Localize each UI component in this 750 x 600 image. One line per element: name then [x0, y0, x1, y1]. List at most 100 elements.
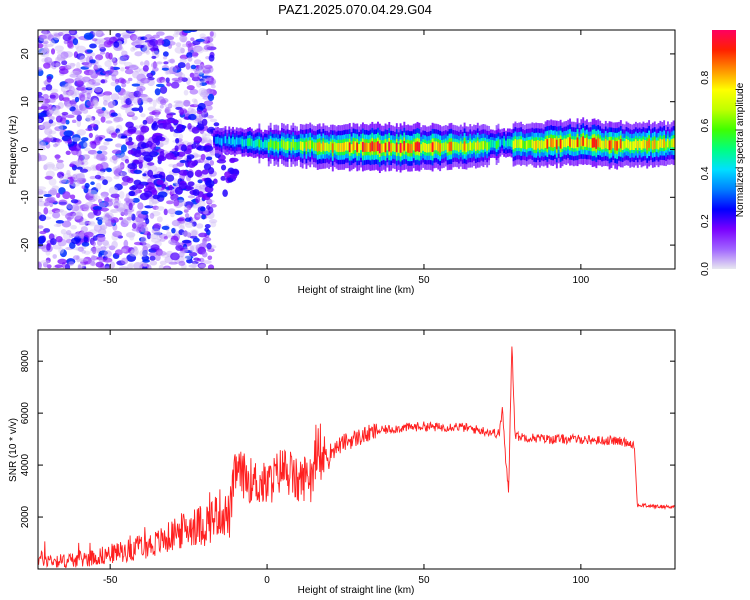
noise-blob — [191, 98, 198, 103]
signal-cell — [442, 142, 445, 152]
noise-blob — [207, 264, 215, 269]
noise-blob — [124, 66, 130, 70]
signal-cell — [318, 141, 321, 151]
noise-blob — [45, 163, 56, 168]
signal-cell — [228, 136, 231, 144]
noise-blob — [171, 168, 181, 174]
signal-cell — [218, 137, 221, 145]
noise-blob — [92, 206, 102, 211]
noise-blob — [166, 82, 172, 87]
noise-blob — [135, 39, 145, 44]
noise-blob — [93, 78, 102, 84]
signal-cell — [292, 139, 295, 148]
noise-blob — [83, 141, 89, 148]
noise-blob — [191, 76, 201, 82]
noise-blob — [142, 45, 150, 54]
signal-cell — [529, 139, 532, 148]
noise-blob — [199, 78, 206, 83]
signal-cell — [354, 141, 357, 151]
noise-blob — [140, 225, 149, 233]
signal-cell — [523, 141, 526, 150]
noise-blob — [95, 58, 100, 66]
signal-cell — [284, 141, 287, 151]
noise-blob — [191, 72, 200, 78]
signal-cell — [510, 139, 513, 148]
noise-blob — [91, 246, 97, 254]
noise-blob — [85, 220, 91, 226]
noise-blob — [113, 175, 120, 180]
noise-blob — [62, 191, 71, 200]
noise-blob — [140, 125, 150, 133]
noise-blob — [48, 115, 56, 121]
signal-cell — [612, 139, 615, 149]
noise-blob — [45, 162, 55, 170]
noise-blob — [89, 260, 95, 266]
noise-blob — [72, 38, 79, 46]
signal-cell — [516, 139, 519, 148]
noise-blob — [62, 91, 71, 98]
noise-blob — [191, 204, 200, 209]
noise-blob — [121, 50, 128, 56]
signal-cell — [311, 140, 314, 149]
signal-cell — [548, 137, 551, 147]
noise-blob — [162, 56, 168, 60]
noise-blob — [171, 219, 181, 227]
noise-blob — [43, 207, 49, 215]
noise-blob — [139, 61, 144, 66]
noise-blob — [165, 231, 172, 238]
signal-cell — [595, 139, 598, 149]
noise-blob — [145, 218, 150, 225]
noise-blob — [159, 99, 167, 106]
noise-blob — [69, 176, 74, 185]
noise-blob — [152, 44, 159, 51]
signal-cell — [435, 141, 438, 151]
noise-blob — [103, 37, 112, 41]
noise-blob — [124, 91, 133, 96]
noise-blob — [190, 37, 195, 42]
noise-blob — [117, 37, 125, 42]
noise-blob — [85, 128, 94, 132]
signal-cell — [331, 143, 334, 153]
signal-cell — [554, 138, 556, 147]
noise-blob — [149, 233, 159, 240]
snr-y-tick-label: 8000 — [20, 350, 31, 373]
noise-blob — [192, 154, 202, 158]
noise-blob — [110, 93, 120, 101]
signal-cell — [521, 140, 524, 149]
spectrogram-y-tick-label: 20 — [20, 48, 31, 60]
noise-blob — [103, 200, 114, 207]
noise-blob — [97, 170, 105, 176]
noise-blob — [114, 196, 120, 203]
noise-blob — [84, 202, 94, 208]
signal-cell — [256, 138, 259, 147]
noise-blob — [108, 186, 119, 195]
noise-blob — [121, 104, 131, 108]
noise-blob — [38, 115, 45, 124]
noise-blob — [184, 212, 190, 219]
noise-blob — [81, 84, 86, 92]
signal-cell — [467, 143, 470, 152]
noise-blob — [163, 61, 169, 65]
noise-blob — [84, 147, 91, 152]
noise-blob — [179, 250, 185, 258]
signal-cell — [269, 139, 272, 148]
spectrogram-y-tick-label: -10 — [20, 190, 31, 205]
noise-blob — [150, 62, 158, 69]
noise-blob — [136, 222, 144, 228]
noise-blob — [144, 205, 154, 209]
noise-blob — [79, 168, 89, 173]
signal-cell — [569, 137, 571, 147]
signal-cell — [314, 142, 317, 152]
noise-blob — [123, 239, 129, 248]
signal-cell — [587, 139, 590, 148]
signal-cell — [420, 144, 423, 153]
noise-blob — [69, 73, 79, 78]
noise-blob — [183, 99, 191, 107]
noise-blob — [167, 208, 176, 215]
noise-blob — [157, 250, 167, 256]
noise-blob — [128, 30, 139, 33]
noise-blob — [38, 154, 48, 162]
noise-blob — [147, 169, 154, 177]
noise-blob — [220, 175, 226, 181]
noise-blob — [103, 266, 111, 269]
